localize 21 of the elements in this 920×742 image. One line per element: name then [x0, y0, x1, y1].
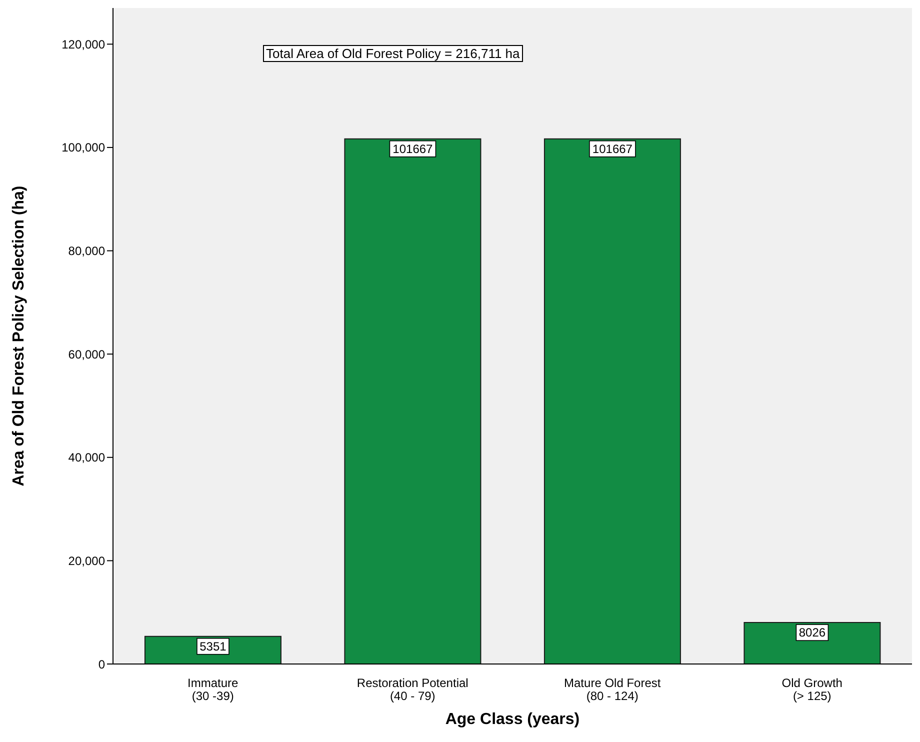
bar: [744, 622, 881, 664]
bar: [544, 138, 681, 664]
bar: [344, 138, 482, 664]
data-label: 8026: [798, 626, 826, 640]
y-tick-label: 20,000: [68, 554, 106, 568]
y-tick-label: 80,000: [68, 244, 106, 258]
data-label: 101667: [392, 142, 434, 156]
annotation: Total Area of Old Forest Policy = 216,711 ha: [263, 45, 523, 62]
x-tick-label: Immature (30 -39): [188, 676, 239, 703]
data-label: 101667: [592, 142, 633, 156]
y-tick-label: 100,000: [62, 140, 106, 155]
x-axis-title: Age Class (years): [445, 711, 580, 728]
y-tick-label: 40,000: [68, 450, 106, 465]
y-tick-label: 0: [98, 657, 106, 672]
y-axis-title: Area of Old Forest Policy Selection (ha): [10, 186, 28, 486]
x-tick-label: Mature Old Forest (80 - 124): [564, 676, 662, 703]
x-tick-label: Restoration Potential (40 - 79): [356, 676, 468, 703]
y-tick-label: 120,000: [62, 37, 106, 52]
data-label: 5351: [200, 639, 227, 654]
y-tick-label: 60,000: [68, 347, 106, 362]
x-tick-label: Old Growth (> 125): [782, 676, 842, 703]
